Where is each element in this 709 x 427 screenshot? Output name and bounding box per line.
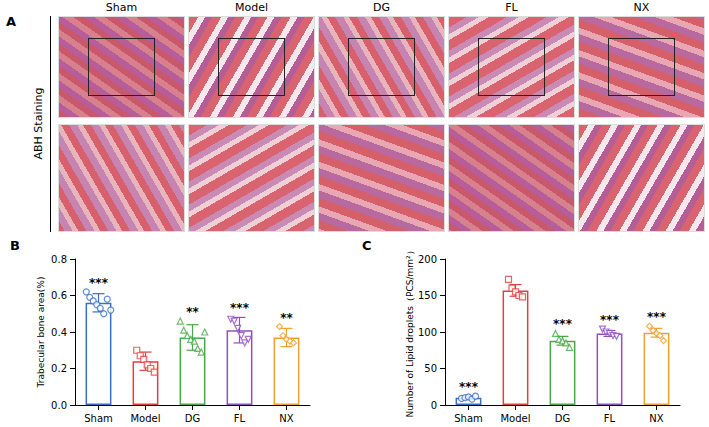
svg-text:***: *** <box>553 317 573 331</box>
svg-text:C: C <box>362 238 372 253</box>
svg-text:Sham: Sham <box>84 413 113 424</box>
svg-text:Model: Model <box>130 413 160 424</box>
svg-text:***: *** <box>600 313 620 327</box>
svg-text:Trabecular bone area(%): Trabecular bone area(%) <box>36 277 46 389</box>
svg-text:100: 100 <box>418 327 437 338</box>
svg-text:NX: NX <box>279 413 293 424</box>
html-text:ABH Staining: ABH Staining <box>31 87 45 160</box>
svg-text:Model: Model <box>500 413 530 424</box>
svg-text:DG: DG <box>555 413 570 424</box>
svg-text:200: 200 <box>418 254 437 265</box>
svg-text:***: *** <box>230 301 250 315</box>
html-text:A: A <box>6 14 17 29</box>
svg-text:0.8: 0.8 <box>51 254 67 265</box>
svg-text:50: 50 <box>424 363 437 374</box>
svg-text:***: *** <box>89 276 109 290</box>
svg-text:0.6: 0.6 <box>51 290 67 301</box>
svg-text:B: B <box>10 238 20 253</box>
svg-text:FL: FL <box>604 413 616 424</box>
html-text:Sham: Sham <box>105 1 138 14</box>
html-text:Model: Model <box>235 1 268 14</box>
svg-text:NX: NX <box>649 413 663 424</box>
svg-text:FL: FL <box>234 413 246 424</box>
svg-text:Number of Lipid droplets（PCS/m: Number of Lipid droplets（PCS/mm²） <box>405 246 415 417</box>
svg-text:DG: DG <box>185 413 200 424</box>
html-text:DG: DG <box>373 1 390 14</box>
svg-text:***: *** <box>647 310 667 324</box>
svg-text:150: 150 <box>418 290 437 301</box>
svg-text:**: ** <box>186 305 199 319</box>
svg-text:***: *** <box>459 380 479 394</box>
svg-text:**: ** <box>280 311 293 325</box>
html-text:NX: NX <box>633 1 650 14</box>
html-text:FL: FL <box>505 1 518 14</box>
svg-text:0.2: 0.2 <box>51 363 67 374</box>
svg-text:Sham: Sham <box>454 413 483 424</box>
svg-text:0: 0 <box>431 400 437 411</box>
svg-text:0.0: 0.0 <box>51 400 67 411</box>
svg-text:0.4: 0.4 <box>51 327 67 338</box>
